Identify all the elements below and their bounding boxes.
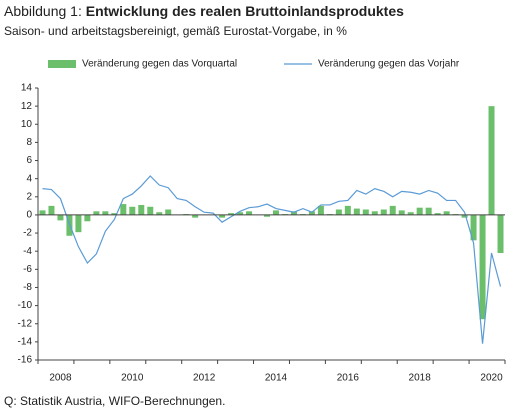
bar	[344, 205, 351, 215]
bar	[192, 214, 199, 218]
y-tick-label: 6	[26, 155, 32, 166]
bar	[335, 209, 342, 215]
bar	[389, 205, 396, 215]
y-tick-label: 14	[21, 83, 33, 94]
y-tick-label: 4	[26, 173, 32, 184]
bar	[317, 205, 324, 215]
bar	[371, 211, 378, 215]
bar	[272, 210, 279, 215]
bar	[75, 214, 82, 233]
bar	[129, 206, 136, 215]
bar	[84, 214, 91, 222]
x-tick-label: 2016	[337, 373, 360, 384]
bar	[246, 211, 253, 215]
x-tick-label: 2020	[480, 373, 503, 384]
bar	[228, 213, 235, 215]
y-tick-label: 10	[21, 119, 33, 130]
bar	[380, 209, 387, 215]
legend-label: Veränderung gegen das Vorquartal	[82, 59, 237, 70]
subtitle: Saison- und arbeitstagsbereinigt, gemäß …	[4, 24, 347, 38]
bar	[425, 207, 432, 215]
line	[42, 175, 502, 344]
bar	[461, 214, 468, 218]
bar	[290, 211, 297, 215]
legend-label: Veränderung gegen das Vorjahr	[318, 59, 460, 70]
title-prefix: Abbildung 1:	[4, 3, 82, 19]
y-tick-label: -14	[18, 337, 33, 348]
y-tick-label: 8	[26, 137, 32, 148]
bar	[264, 214, 271, 217]
x-tick-label: 2018	[409, 373, 432, 384]
bar	[165, 209, 172, 215]
bar	[407, 212, 414, 215]
chart-title: Abbildung 1: Entwicklung des realen Brut…	[4, 3, 404, 19]
legend-swatch	[48, 60, 76, 68]
source-note: Q: Statistik Austria, WIFO-Berechnungen.	[4, 394, 225, 408]
bar	[398, 210, 405, 215]
bar	[93, 211, 100, 215]
bar	[362, 209, 369, 215]
bar	[111, 213, 118, 215]
y-tick-label: -2	[23, 228, 32, 239]
y-tick-label: -8	[23, 282, 32, 293]
bar	[219, 214, 226, 218]
bar	[308, 211, 315, 215]
y-tick-label: -16	[18, 355, 33, 366]
y-tick-label: -6	[23, 264, 32, 275]
x-tick-label: 2008	[49, 373, 72, 384]
bar	[479, 214, 486, 320]
x-tick-label: 2014	[265, 373, 288, 384]
bar	[353, 208, 360, 215]
x-tick-label: 2010	[121, 373, 144, 384]
bar	[443, 211, 450, 215]
bar	[156, 212, 163, 215]
title-main: Entwicklung des realen Bruttoinlandsprod…	[86, 3, 404, 19]
bar	[488, 106, 495, 215]
bar	[416, 207, 423, 215]
y-tick-label: -10	[18, 300, 33, 311]
bar	[48, 205, 55, 215]
bar	[138, 204, 145, 215]
bar	[434, 213, 441, 215]
y-tick-label: 2	[26, 191, 32, 202]
y-tick-label: 12	[21, 101, 33, 112]
bar	[147, 206, 154, 215]
y-tick-label: -4	[23, 246, 32, 257]
bar	[120, 204, 127, 215]
y-tick-label: 0	[26, 210, 32, 221]
bar	[102, 211, 109, 215]
bar	[57, 214, 64, 221]
bar	[39, 210, 46, 215]
bar	[497, 214, 504, 254]
bar	[470, 214, 477, 241]
x-tick-label: 2012	[193, 373, 216, 384]
y-tick-label: -12	[18, 318, 33, 329]
bar	[237, 212, 244, 215]
